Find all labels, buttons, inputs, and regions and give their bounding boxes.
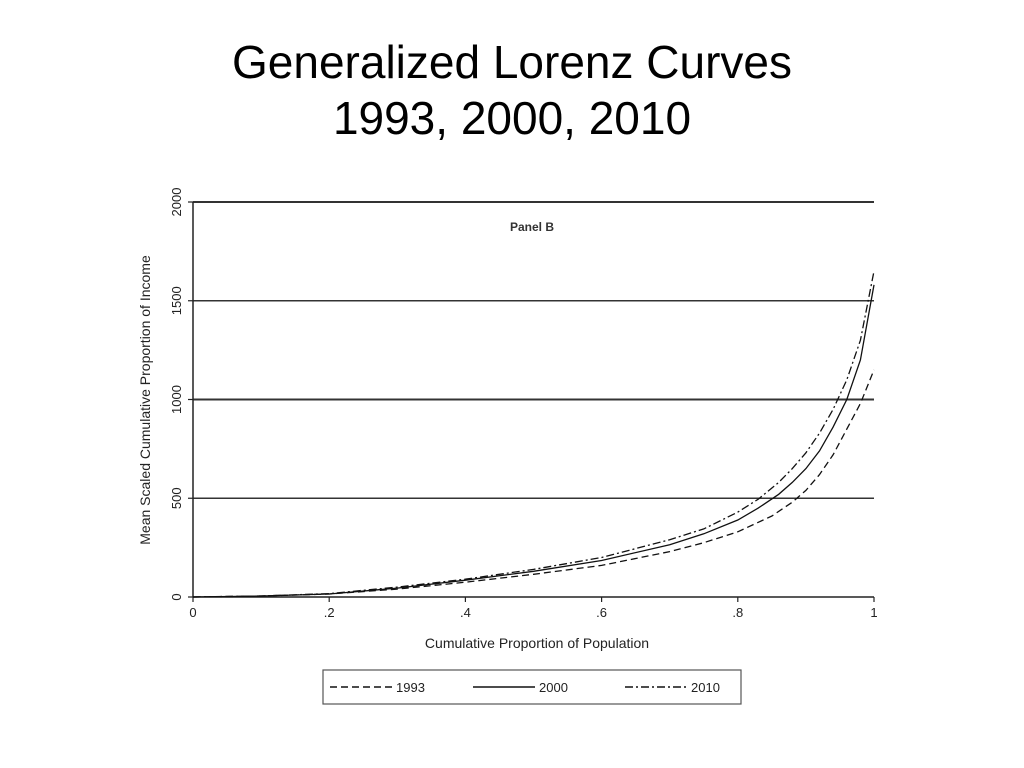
x-tick-label-2: .4: [460, 605, 471, 620]
x-ticks: 0 .2 .4 .6 .8 1: [189, 597, 878, 620]
series-line-2000: [192, 284, 875, 598]
y-tick-label-0: 0: [169, 593, 184, 600]
gridlines: [193, 201, 874, 499]
x-tick-label-1: .2: [324, 605, 335, 620]
series-line-2010: [192, 270, 875, 598]
x-tick-label-0: 0: [189, 605, 196, 620]
title-line-1: Generalized Lorenz Curves: [232, 36, 792, 88]
x-axis-label: Cumulative Proportion of Population: [425, 635, 649, 651]
y-tick-label-1: 500: [169, 487, 184, 509]
x-tick-label-5: 1: [870, 605, 877, 620]
x-tick-label-3: .6: [596, 605, 607, 620]
y-tick-label-2: 1000: [169, 385, 184, 414]
series-lines: [192, 270, 875, 598]
panel-annotation: Panel B: [510, 220, 554, 234]
slide-title: Generalized Lorenz Curves 1993, 2000, 20…: [0, 34, 1024, 146]
x-tick-label-4: .8: [732, 605, 743, 620]
legend: 1993 2000 2010: [322, 669, 742, 705]
y-axis-label: Mean Scaled Cumulative Proportion of Inc…: [137, 255, 153, 545]
legend-items: 1993 2000 2010: [330, 680, 720, 695]
legend-label-2010: 2010: [691, 680, 720, 695]
y-tick-label-3: 1500: [169, 286, 184, 315]
y-tick-label-4: 2000: [169, 188, 184, 217]
title-line-2: 1993, 2000, 2010: [332, 92, 692, 144]
series-line-1993: [192, 369, 875, 598]
y-ticks: 0 500 1000 1500 2000: [169, 188, 193, 601]
legend-label-1993: 1993: [396, 680, 425, 695]
legend-label-2000: 2000: [539, 680, 568, 695]
